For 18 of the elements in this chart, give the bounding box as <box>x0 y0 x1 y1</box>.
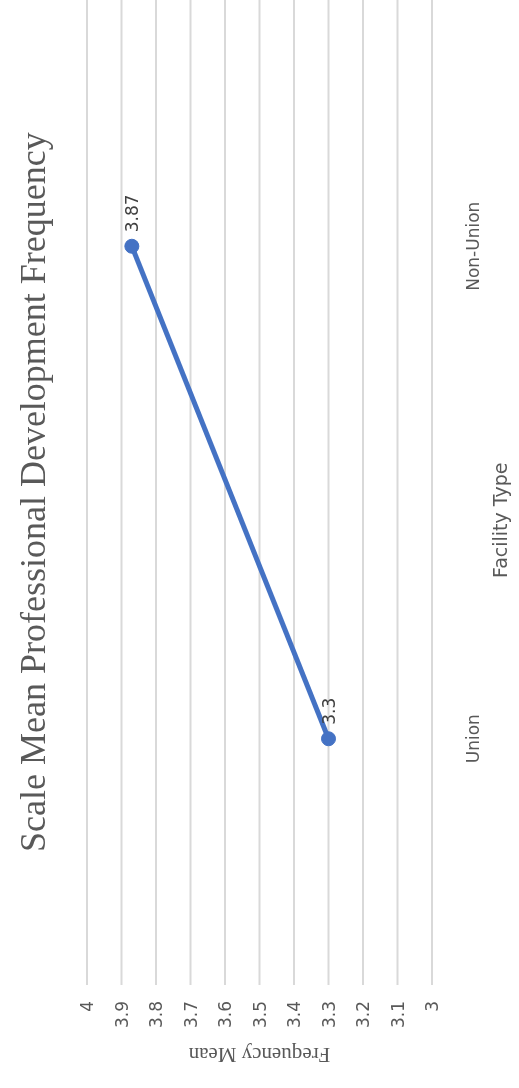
x-tick-label: 3.8 <box>146 1001 166 1029</box>
x-tick-label: 3.2 <box>353 1001 373 1029</box>
x-tick-label: 3.1 <box>387 1001 408 1029</box>
y-tick-label: Non-Union <box>463 201 483 291</box>
x-tick-label: 3.3 <box>318 1001 339 1029</box>
x-tick-label: 4 <box>77 1001 97 1012</box>
x-tick-label: 3.5 <box>249 1001 270 1029</box>
x-tick-label: 3 <box>422 1001 442 1012</box>
x-tick-label: 3.4 <box>284 1001 304 1029</box>
x-tick-label: 3.6 <box>215 1001 235 1029</box>
x-axis-title: Frequency Mean <box>187 1042 332 1069</box>
x-tick-label: 3.7 <box>180 1001 201 1029</box>
data-label: 3.87 <box>121 194 142 233</box>
text: Scale Mean Professional Development Frequency <box>12 131 54 855</box>
y-axis-title: Facility Type <box>488 461 512 580</box>
y-tick-label: Union <box>463 714 483 764</box>
data-label: 3.3 <box>318 697 339 725</box>
x-tick-label: 3.9 <box>111 1001 132 1029</box>
